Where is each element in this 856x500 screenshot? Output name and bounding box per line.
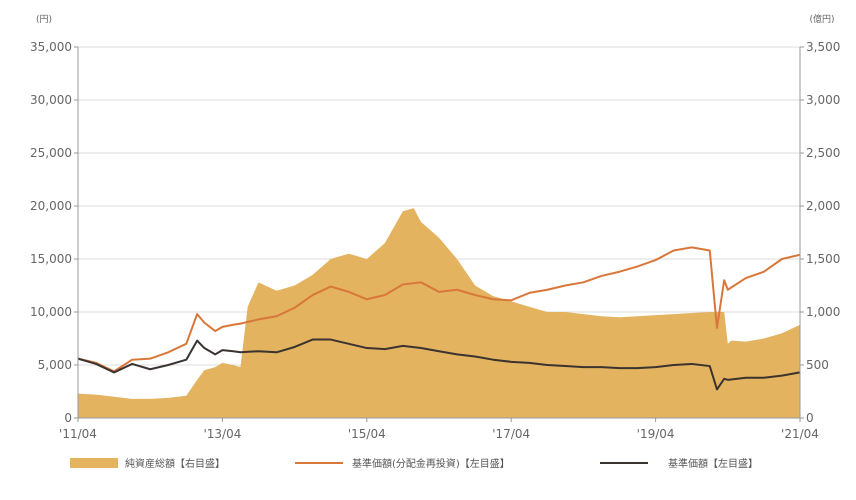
x-axis-tick-label: '11/04: [59, 427, 97, 441]
series-line-nav-reinvested: [77, 246, 801, 373]
left-axis-tick-label: 35,000: [30, 40, 72, 54]
legend-label: 基準価額【左目盛】: [668, 457, 758, 470]
x-axis-tick-label: '19/04: [637, 427, 675, 441]
legend: 純資産総額【右目盛】 基準価額(分配金再投資)【左目盛】 基準価額【左目盛】: [70, 457, 758, 470]
left-axis-unit-label: (円): [36, 14, 52, 25]
left-axis-tick-label: 20,000: [30, 199, 72, 213]
x-axis-tick-label: '21/04: [781, 427, 819, 441]
x-axis-tick-label: '17/04: [492, 427, 530, 441]
right-axis-tick-label: 1,000: [806, 305, 840, 319]
right-axis-tick-label: 2,000: [806, 199, 840, 213]
right-axis-tick-label: 2,500: [806, 146, 840, 160]
series-line-nav: [77, 338, 801, 391]
x-axis-tick-label: '15/04: [348, 427, 386, 441]
legend-label: 基準価額(分配金再投資)【左目盛】: [352, 457, 510, 470]
right-axis-tick-label: 0: [806, 411, 814, 425]
left-axis-tick-label: 15,000: [30, 252, 72, 266]
left-axis-tick-label: 10,000: [30, 305, 72, 319]
left-axis-tick-label: 0: [64, 411, 72, 425]
right-axis-tick-label: 500: [806, 358, 829, 372]
left-axis-tick-label: 5,000: [38, 358, 72, 372]
right-axis-unit-label: (億円): [809, 13, 834, 25]
series-area-net-assets: [78, 208, 800, 418]
right-axis-tick-label: 3,000: [806, 93, 840, 107]
x-axis-tick-label: '13/04: [203, 427, 241, 441]
left-axis-tick-label: 25,000: [30, 146, 72, 160]
right-axis-tick-label: 1,500: [806, 252, 840, 266]
right-axis-tick-label: 3,500: [806, 40, 840, 54]
series-group: [77, 208, 801, 418]
legend-label: 純資産総額【右目盛】: [125, 457, 225, 470]
legend-swatch-area: [70, 458, 118, 468]
left-axis-tick-label: 30,000: [30, 93, 72, 107]
